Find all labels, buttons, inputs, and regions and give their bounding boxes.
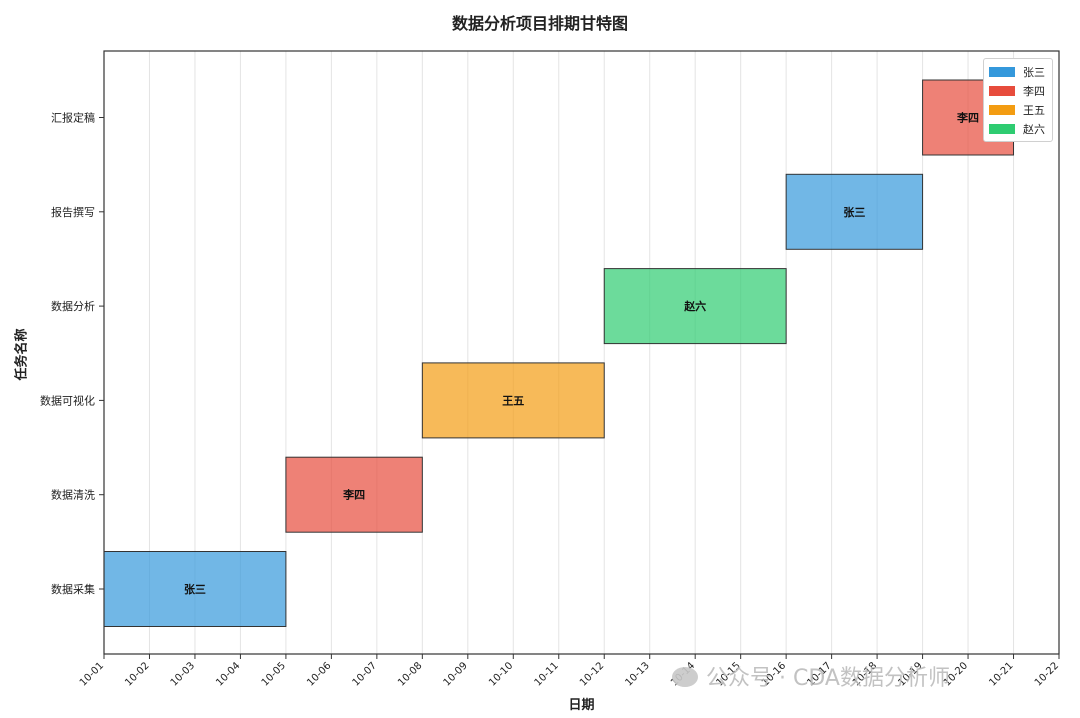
bar-label: 李四 — [342, 488, 365, 502]
legend-label: 张三 — [1023, 65, 1045, 79]
x-tick-label: 10-10 — [487, 660, 515, 688]
x-tick-label: 10-06 — [305, 660, 333, 688]
x-tick-label: 10-05 — [260, 660, 288, 688]
legend-item: 李四 — [989, 81, 1047, 100]
x-tick-label: 10-11 — [533, 660, 561, 688]
bar-label: 赵六 — [683, 299, 706, 313]
x-axis-label: 日期 — [568, 698, 595, 713]
legend-label: 李四 — [1023, 84, 1045, 98]
bar-label: 张三 — [843, 205, 865, 219]
legend-label: 赵六 — [1023, 122, 1045, 136]
legend-label: 王五 — [1023, 103, 1045, 117]
legend: 张三 李四 王五 赵六 — [983, 58, 1053, 142]
y-tick-label: 数据分析 — [51, 299, 95, 313]
bar-label: 王五 — [502, 394, 524, 407]
y-tick-label: 数据清洗 — [51, 488, 95, 502]
legend-swatch — [989, 104, 1015, 115]
bar-label: 李四 — [956, 111, 979, 125]
legend-swatch — [989, 123, 1015, 134]
x-tick-label: 10-04 — [214, 660, 242, 688]
legend-item: 赵六 — [989, 119, 1047, 138]
legend-item: 王五 — [989, 100, 1047, 119]
x-tick-label: 10-09 — [442, 660, 470, 688]
legend-item: 张三 — [989, 62, 1047, 81]
gantt-bar — [285, 456, 423, 533]
plot-frame — [103, 50, 1060, 655]
x-tick-label: 10-02 — [123, 660, 151, 688]
x-tick-label: 10-21 — [987, 660, 1015, 688]
y-tick-label: 数据采集 — [51, 582, 95, 596]
x-tick-label: 10-22 — [1033, 660, 1061, 688]
x-tick-label: 10-03 — [169, 660, 197, 688]
gantt-bar — [103, 551, 287, 627]
gantt-bar — [785, 173, 924, 250]
watermark-text: 公众号 · CDA数据分析师 — [706, 666, 950, 691]
x-tick-label: 10-13 — [624, 660, 652, 688]
y-axis-label: 任务名称 — [14, 328, 30, 381]
x-tick-label: 10-01 — [78, 660, 106, 688]
x-tick-label: 10-08 — [396, 660, 424, 688]
x-tick-label: 10-12 — [578, 660, 606, 688]
y-tick-label: 汇报定稿 — [51, 111, 95, 125]
gantt-bar — [421, 362, 605, 439]
legend-swatch — [989, 85, 1015, 96]
y-tick-label: 数据可视化 — [40, 393, 95, 407]
wechat-icon — [672, 667, 698, 687]
chart-title: 数据分析项目排期甘特图 — [451, 14, 628, 33]
legend-swatch — [989, 66, 1015, 77]
x-tick-label: 10-07 — [351, 660, 379, 688]
y-tick-label: 报告撰写 — [51, 205, 95, 219]
bar-label: 张三 — [184, 582, 206, 596]
gantt-bar — [603, 268, 787, 345]
watermark: 公众号 · CDA数据分析师 — [672, 660, 950, 692]
